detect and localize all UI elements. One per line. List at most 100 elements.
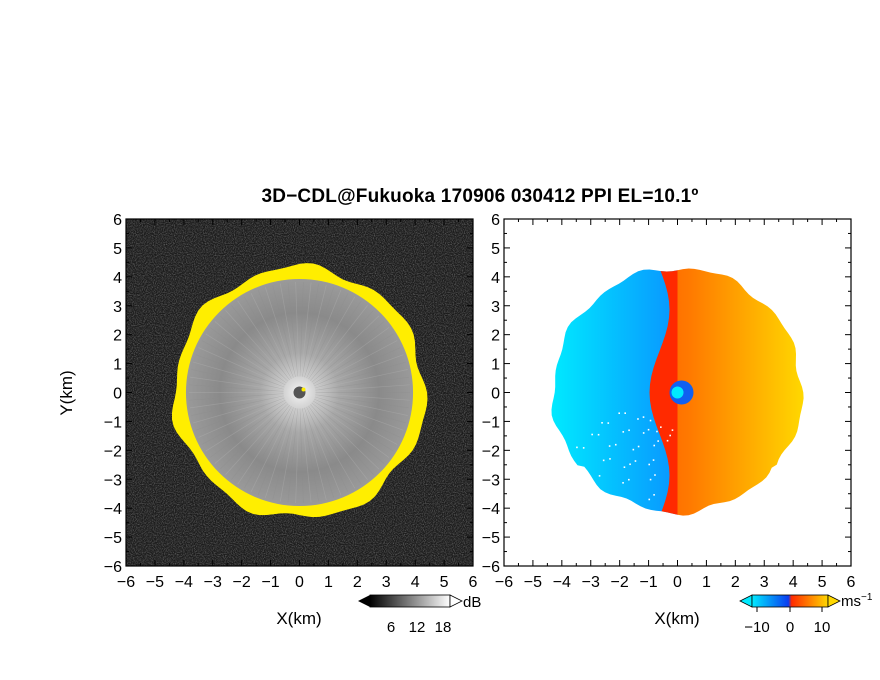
y-tick-label: 3 (491, 299, 500, 316)
velocity-speckle (628, 429, 630, 432)
snr-streak (311, 402, 385, 464)
y-tick-label: −6 (482, 559, 500, 576)
velocity-negative-half (551, 269, 678, 515)
snr-streak (307, 296, 356, 379)
snr-streak (237, 405, 291, 485)
x-tick-label: 5 (818, 574, 827, 591)
snr-axes: −6 −5 −4 −3 −2 −1 0 1 2 3 4 5 6 −6 −5 −4 −3 −2 −1 0 1 2 3 4 5 6 (104, 212, 478, 591)
velocity-speckle (607, 422, 610, 424)
snr-streak (195, 397, 285, 431)
snr-streak (219, 403, 289, 470)
velocity-speckle (591, 433, 593, 436)
y-tick-label: 3 (113, 299, 122, 316)
y-tick-label: −4 (482, 501, 500, 518)
velocity-speckle (598, 475, 601, 477)
velocity-speckle (653, 494, 655, 496)
snr-streak (309, 305, 368, 381)
x-tick-label: 6 (469, 574, 478, 591)
snr-streak (209, 327, 287, 384)
snr-panel: −6 −5 −4 −3 −2 −1 0 1 2 3 4 5 6 −6 −5 −4 −3 −2 −1 0 1 2 3 4 5 6 (104, 212, 478, 591)
snr-colorbar-tick-label: 12 (409, 619, 426, 636)
figure-title: 3D−CDL@Fukuoka 170906 030412 PPI EL=10.1… (261, 186, 699, 207)
snr-streak (300, 408, 312, 503)
snr-streak (237, 300, 291, 380)
velocity-speckle (602, 459, 605, 462)
snr-xlabel: X(km) (276, 609, 321, 628)
snr-colorbar-tick-label: 18 (435, 619, 452, 636)
snr-streak (301, 408, 320, 502)
velocity-speckle (669, 434, 671, 437)
y-tick-label: −3 (104, 472, 122, 489)
velocity-speckle (608, 445, 611, 447)
snr-ylabel: Y(km) (57, 370, 76, 415)
velocity-axes: −6 −5 −4 −3 −2 −1 0 1 2 3 4 5 6 −6 −5 −4 −3 −2 −1 0 1 2 3 4 5 6 (482, 212, 856, 591)
snr-streak (315, 393, 410, 401)
snr-streak (313, 340, 398, 386)
snr-streak (314, 354, 404, 388)
snr-streak (231, 305, 290, 381)
snr-colorbar-min-arrow (358, 595, 370, 607)
snr-streak (312, 327, 390, 384)
snr-streak (287, 282, 299, 377)
y-tick-label: 1 (113, 357, 122, 374)
snr-streak (193, 396, 285, 424)
velocity-positive-region (677, 268, 804, 516)
snr-streak (189, 394, 284, 409)
snr-streak (191, 395, 284, 416)
snr-streak (315, 376, 410, 391)
velocity-speckle (618, 412, 621, 415)
snr-streak (314, 396, 406, 424)
snr-streak (205, 333, 287, 385)
velocity-speckle (624, 412, 626, 414)
x-tick-label: 0 (295, 574, 304, 591)
y-tick-label: 6 (491, 212, 500, 229)
velocity-speckle (642, 416, 645, 418)
y-tick-label: 5 (491, 241, 500, 258)
x-tick-label: −2 (611, 574, 629, 591)
velocity-speckle (671, 429, 674, 431)
y-tick-label: −1 (482, 414, 500, 431)
velocity-colorbar-tick-label: 10 (814, 619, 831, 636)
snr-streak (306, 406, 349, 493)
snr-streak (295, 408, 300, 504)
velocity-speckle (582, 447, 585, 449)
y-tick-label: −4 (104, 501, 122, 518)
velocity-speckle (601, 421, 603, 424)
snr-streak (243, 296, 292, 379)
x-tick-label: −6 (495, 574, 513, 591)
velocity-speckle (628, 478, 630, 481)
snr-streak (315, 394, 410, 409)
y-tick-label: −1 (104, 414, 122, 431)
x-tick-label: 5 (440, 574, 449, 591)
snr-streak (272, 407, 296, 500)
velocity-speckle (622, 431, 625, 433)
snr-streak (205, 400, 287, 452)
y-tick-label: 5 (113, 241, 122, 258)
y-tick-label: −5 (104, 530, 122, 547)
velocity-speckle (637, 445, 640, 448)
snr-streak (310, 403, 380, 470)
y-tick-label: 4 (491, 270, 500, 287)
snr-streak (295, 281, 300, 377)
x-tick-label: 6 (847, 574, 856, 591)
y-tick-label: −2 (104, 443, 122, 460)
snr-streak (305, 289, 342, 378)
y-tick-label: 6 (113, 212, 122, 229)
y-tick-label: 2 (491, 328, 500, 345)
x-tick-label: −6 (117, 574, 135, 591)
velocity-speckle (654, 474, 656, 476)
snr-streak (257, 407, 294, 496)
snr-streak (312, 400, 394, 452)
snr-streak (299, 281, 304, 377)
velocity-speckle (622, 482, 624, 484)
x-tick-label: −5 (524, 574, 542, 591)
velocity-speckle (609, 458, 611, 460)
snr-streak (250, 292, 293, 379)
snr-streak (214, 321, 288, 383)
snr-streak (198, 398, 286, 438)
x-tick-label: 1 (324, 574, 333, 591)
snr-streak (189, 376, 284, 391)
snr-streak (301, 283, 320, 377)
snr-colorbar-bar (369, 594, 451, 608)
